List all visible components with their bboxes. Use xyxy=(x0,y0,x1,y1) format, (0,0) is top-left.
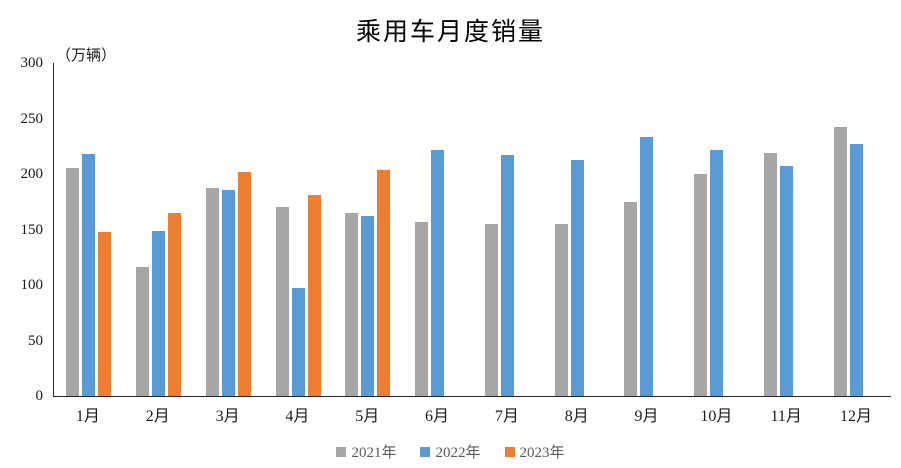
bar-2021-m11 xyxy=(763,152,777,396)
bar-2022-m8 xyxy=(570,159,584,396)
legend-swatch-2021 xyxy=(336,446,347,457)
bar-2021-m5 xyxy=(345,212,359,396)
bar-2022-m3 xyxy=(221,189,235,396)
legend-label-2022: 2022年 xyxy=(435,445,481,461)
month-group-m10 xyxy=(682,63,752,396)
legend-label-2023: 2023年 xyxy=(519,445,565,461)
month-group-m9 xyxy=(612,63,682,396)
bar-2022-m2 xyxy=(152,230,166,396)
bar-2021-m10 xyxy=(694,174,708,396)
x-axis-label-m9: 9月 xyxy=(634,408,659,425)
bar-2022-m12 xyxy=(849,144,863,396)
x-axis-label-m7: 7月 xyxy=(494,408,519,425)
bar-2022-m6 xyxy=(431,149,445,396)
bar-2022-m10 xyxy=(710,149,724,396)
bar-2023-m1 xyxy=(98,231,112,396)
bar-2021-m12 xyxy=(833,127,847,396)
y-tick-100: 100 xyxy=(20,277,44,293)
y-tick-150: 150 xyxy=(20,221,44,238)
y-axis-tick-labels: 0 50 100 150 200 250 300 xyxy=(0,55,48,404)
bar-2023-m5 xyxy=(377,169,391,396)
bar-2021-m7 xyxy=(484,223,498,396)
bars-region xyxy=(53,63,891,397)
legend-label-2021: 2021年 xyxy=(351,445,397,461)
bar-2022-m9 xyxy=(640,137,654,396)
y-tick-0: 0 xyxy=(35,388,44,404)
x-axis-label-m5: 5月 xyxy=(355,408,380,425)
bar-2021-m2 xyxy=(136,267,150,396)
legend: 2021年 2022年 2023年 xyxy=(0,441,901,462)
month-group-m7 xyxy=(473,63,543,396)
bar-2021-m9 xyxy=(624,201,638,396)
x-axis-label-m11: 11月 xyxy=(770,408,802,425)
y-axis-unit-label: （万辆） xyxy=(56,48,117,64)
month-group-m4 xyxy=(263,63,333,396)
bar-2021-m8 xyxy=(554,223,568,396)
x-axis-label-m6: 6月 xyxy=(425,408,450,425)
legend-swatch-2023 xyxy=(504,446,515,457)
chart-title: 乘用车月度销量 xyxy=(355,19,545,46)
x-axis-label-m4: 4月 xyxy=(285,408,310,425)
legend-swatch-2022 xyxy=(420,446,431,457)
bar-2023-m4 xyxy=(307,195,321,396)
month-group-m12 xyxy=(821,63,891,396)
x-axis-labels: 1月 2月 3月 4月 5月 6月 7月 8月 9月 10月 11月 12月 xyxy=(53,402,891,426)
bar-2021-m4 xyxy=(275,207,289,396)
legend-item-2022: 2022年 xyxy=(420,441,481,462)
month-group-m8 xyxy=(542,63,612,396)
bar-2022-m5 xyxy=(361,216,375,396)
y-tick-200: 200 xyxy=(20,166,44,182)
bar-2022-m7 xyxy=(500,155,514,396)
bar-2021-m6 xyxy=(415,221,429,396)
bar-2022-m4 xyxy=(291,288,305,396)
x-axis-label-m3: 3月 xyxy=(215,408,240,425)
x-axis-label-m12: 12月 xyxy=(840,408,873,425)
plot-area: 0 50 100 150 200 250 300 1月 2月 3月 4月 5月 6月 7月 8月 9月 10月… xyxy=(21,55,891,426)
bar-2023-m3 xyxy=(237,171,251,396)
month-group-m2 xyxy=(124,63,194,396)
month-group-m6 xyxy=(403,63,473,396)
x-axis-label-m10: 10月 xyxy=(700,408,733,425)
x-axis-label-m8: 8月 xyxy=(564,408,589,425)
bar-2022-m11 xyxy=(779,166,793,396)
x-axis-label-m2: 2月 xyxy=(145,408,170,425)
y-tick-250: 250 xyxy=(20,110,44,127)
legend-item-2023: 2023年 xyxy=(504,441,565,462)
bar-2021-m3 xyxy=(205,188,219,396)
legend-item-2021: 2021年 xyxy=(336,441,396,462)
month-group-m5 xyxy=(333,63,403,396)
y-tick-50: 50 xyxy=(28,332,43,349)
y-tick-300: 300 xyxy=(20,55,44,71)
month-group-m3 xyxy=(194,63,264,396)
x-axis-label-m1: 1月 xyxy=(75,408,100,425)
bar-2021-m1 xyxy=(66,168,80,396)
month-group-m1 xyxy=(54,63,124,396)
month-group-m11 xyxy=(752,63,822,396)
bar-2023-m2 xyxy=(168,212,182,396)
bar-2022-m1 xyxy=(82,154,96,396)
